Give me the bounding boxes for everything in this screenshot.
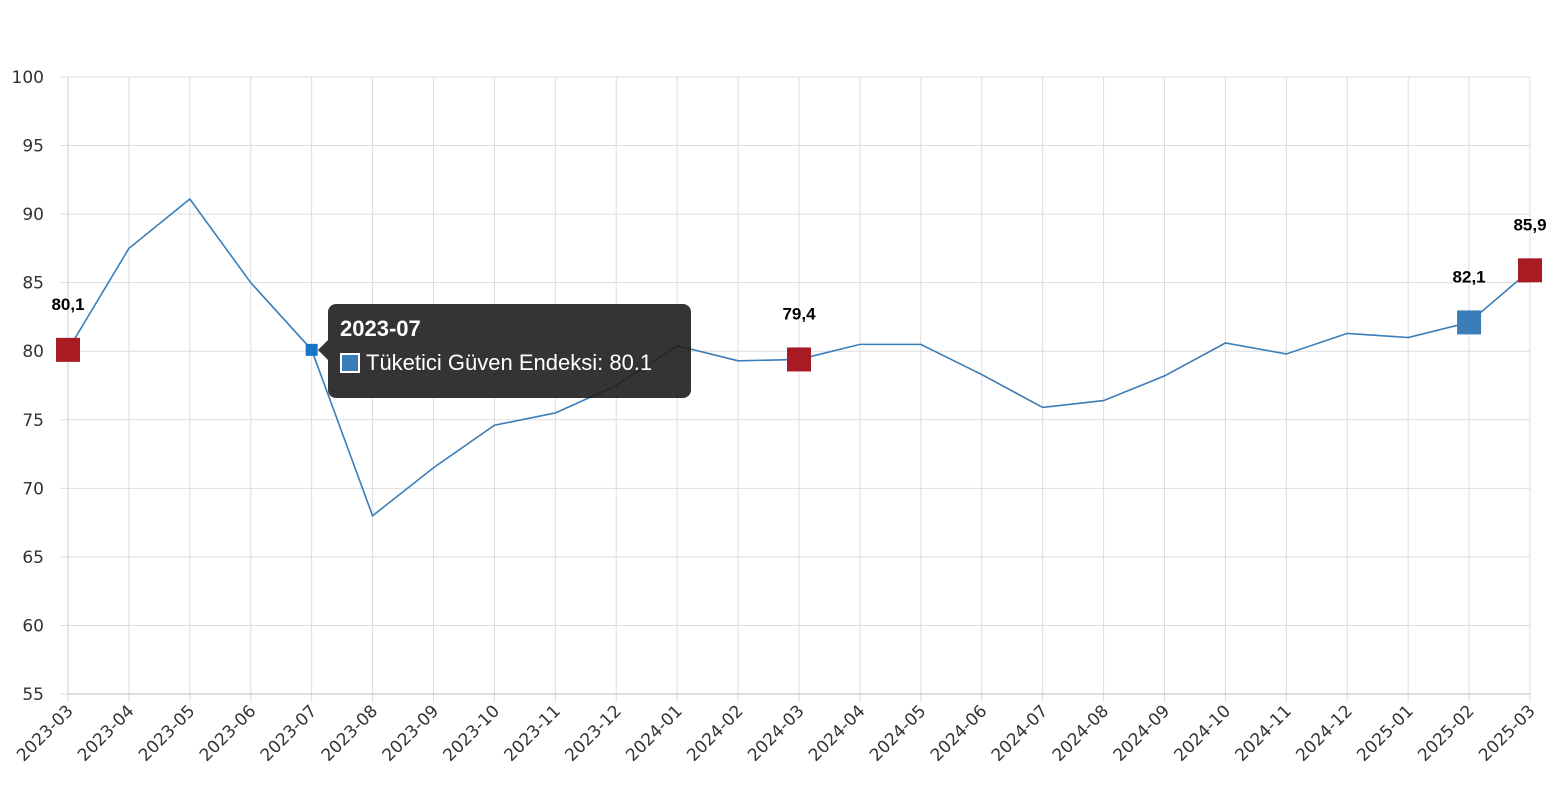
data-label: 80,1 xyxy=(51,295,84,314)
highlight-markers: 80,1 79,4 82,1 85,9 xyxy=(51,215,1547,372)
x-tick-label: 2023-07 xyxy=(257,701,321,765)
x-tick-label: 2024-09 xyxy=(1110,701,1174,765)
x-tick-label: 2024-07 xyxy=(988,701,1052,765)
x-tick-label: 2024-12 xyxy=(1292,701,1356,765)
y-tick-label: 75 xyxy=(22,411,44,431)
tooltip-title: 2023-07 xyxy=(340,316,421,341)
x-tick-label: 2023-11 xyxy=(501,701,565,765)
x-axis: 2023-032023-042023-052023-062023-072023-… xyxy=(13,693,1540,766)
data-label: 82,1 xyxy=(1453,267,1486,286)
y-tick-label: 90 xyxy=(22,205,44,225)
y-tick-label: 55 xyxy=(22,685,44,705)
x-tick-label: 2024-08 xyxy=(1049,701,1113,765)
x-tick-label: 2023-04 xyxy=(74,701,138,765)
tooltip-row: Tüketici Güven Endeksi: 80.1 xyxy=(340,350,679,376)
data-label: 85,9 xyxy=(1513,215,1546,234)
y-axis: 55 60 65 70 75 80 85 90 95 100 xyxy=(12,68,69,705)
grid xyxy=(60,76,1531,702)
x-tick-label: 2024-03 xyxy=(744,701,808,765)
x-tick-label: 2023-10 xyxy=(440,701,504,765)
highlight-marker[interactable] xyxy=(1518,258,1542,283)
x-tick-label: 2025-01 xyxy=(1353,701,1417,765)
y-tick-label: 85 xyxy=(22,274,44,294)
x-tick-label: 2024-10 xyxy=(1171,701,1235,765)
y-tick-label: 95 xyxy=(22,137,44,157)
data-label: 79,4 xyxy=(782,304,816,323)
y-tick-label: 100 xyxy=(12,68,44,88)
x-tick-label: 2023-05 xyxy=(135,701,199,765)
tooltip: 2023-07 Tüketici Güven Endeksi: 80.1 xyxy=(318,304,691,398)
x-tick-label: 2024-11 xyxy=(1232,701,1296,765)
x-tick-label: 2024-04 xyxy=(805,701,869,765)
x-tick-label: 2023-12 xyxy=(561,701,625,765)
x-tick-label: 2024-06 xyxy=(927,701,991,765)
x-tick-label: 2024-02 xyxy=(683,701,747,765)
y-tick-label: 70 xyxy=(22,479,44,499)
tooltip-text: Tüketici Güven Endeksi: 80.1 xyxy=(366,350,653,375)
x-tick-label: 2025-03 xyxy=(1475,701,1539,765)
x-tick-label: 2023-06 xyxy=(196,701,260,765)
y-tick-label: 65 xyxy=(22,548,44,568)
x-tick-label: 2023-03 xyxy=(13,701,77,765)
highlight-marker[interactable] xyxy=(1457,310,1482,335)
x-tick-label: 2023-08 xyxy=(318,701,382,765)
active-point-marker[interactable] xyxy=(305,343,318,356)
y-tick-label: 80 xyxy=(22,342,44,362)
x-tick-label: 2025-02 xyxy=(1414,701,1478,765)
x-tick-label: 2023-09 xyxy=(379,701,443,765)
tooltip-swatch xyxy=(340,353,360,373)
y-tick-label: 60 xyxy=(22,616,44,636)
highlight-marker[interactable] xyxy=(787,347,811,372)
x-tick-label: 2024-01 xyxy=(622,701,686,765)
highlight-marker[interactable] xyxy=(56,337,80,362)
x-tick-label: 2024-05 xyxy=(866,701,930,765)
